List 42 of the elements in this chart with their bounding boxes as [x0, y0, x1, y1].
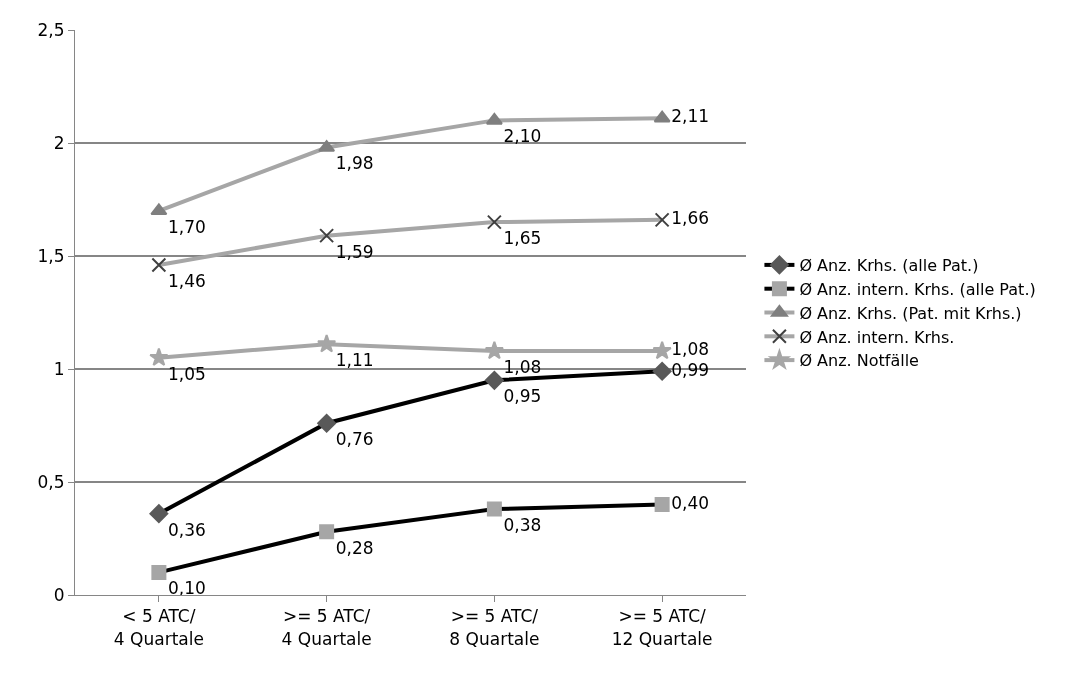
- data-label: 0,40: [671, 492, 710, 513]
- data-label: 2,10: [503, 126, 542, 147]
- point: [149, 347, 169, 367]
- data-label: 1,05: [168, 363, 206, 384]
- data-label: 1,70: [168, 216, 206, 237]
- y-tick-label: 1: [53, 358, 65, 379]
- point: [653, 110, 671, 123]
- data-label: 0,28: [335, 537, 374, 558]
- data-label: 0,10: [168, 578, 206, 599]
- x-tick-label: >= 5 ATC/ 8 Quartale: [449, 606, 540, 649]
- point: [150, 203, 168, 216]
- x-tick-label: >= 5 ATC/ 4 Quartale: [281, 606, 372, 649]
- data-label: 1,65: [503, 227, 542, 248]
- y-tick-label: 2,5: [37, 19, 65, 40]
- x-tick-label: < 5 ATC/ 4 Quartale: [113, 606, 204, 649]
- x-tick-label: >= 5 ATC/ 12 Quartale: [611, 606, 713, 649]
- data-label: 0,38: [503, 514, 542, 535]
- point: [316, 334, 337, 353]
- data-label: 1,08: [503, 356, 542, 377]
- legend-label: Ø Anz. intern. Krhs.: [799, 327, 955, 347]
- y-tick-label: 0,5: [37, 471, 65, 492]
- data-label: 0,95: [503, 386, 542, 407]
- data-label: 1,59: [335, 241, 374, 262]
- data-label: 0,36: [168, 519, 206, 540]
- y-tick-label: 2: [53, 132, 65, 153]
- legend-label: Ø Anz. Krhs. (alle Pat.): [799, 256, 979, 276]
- data-label: 2,11: [671, 106, 710, 127]
- data-label: 1,46: [168, 270, 206, 291]
- y-tick-label: 0: [53, 584, 65, 605]
- legend-label: Ø Anz. Krhs. (Pat. mit Krhs.): [799, 303, 1022, 323]
- legend-label: Ø Anz. Notfälle: [799, 351, 919, 371]
- data-label: 0,76: [335, 429, 374, 450]
- point: [485, 112, 503, 125]
- data-label: 1,08: [671, 339, 710, 360]
- point: [652, 340, 672, 360]
- data-label: 1,98: [335, 153, 374, 174]
- legend-label: Ø Anz. intern. Krhs. (alle Pat.): [799, 279, 1036, 299]
- y-tick-label: 1,5: [37, 245, 65, 266]
- data-label: 1,11: [335, 350, 374, 371]
- point: [484, 340, 505, 360]
- data-label: 1,66: [671, 208, 710, 229]
- data-label: 0,99: [671, 359, 710, 380]
